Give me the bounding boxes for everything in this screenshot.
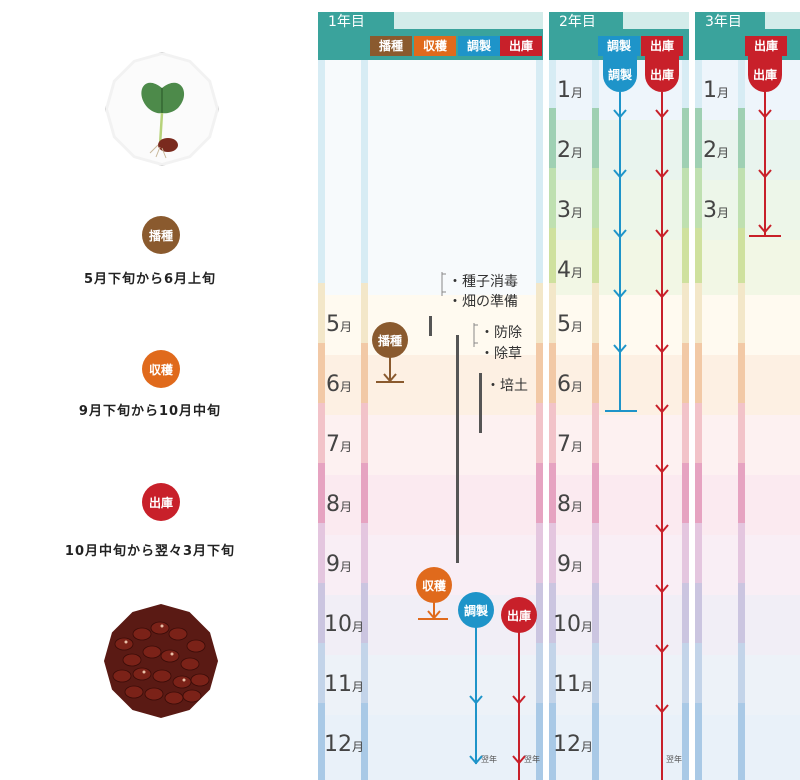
year1-tag-prep: 調製 [458,36,500,56]
activity-weeding: ・除草 [480,346,522,362]
year3-month-1: 1月 [703,78,730,103]
year1-month-9: 9月 [326,552,353,577]
year2-arrows [605,92,669,780]
year1-ship-next-year: 翌年 [524,755,540,764]
year1-title: 1年目 [318,12,394,32]
year1-prep-marker: 調製 [458,592,494,628]
year1-month-11: 11月 [324,672,365,697]
year3-title: 3年目 [695,12,765,32]
year1-tag-sowing: 播種 [370,36,412,56]
activity-seed-disinfection: ・種子消毒 [448,274,518,290]
year1-prep-next-year: 翌年 [481,755,497,764]
year2-tag-ship: 出庫 [641,36,683,56]
seedling-image [105,52,219,166]
year2-month-11: 11月 [553,672,594,697]
ship-badge: 出庫 [142,483,180,521]
activity-field-prep: ・畑の準備 [448,294,518,310]
year2-month-6: 6月 [557,372,584,397]
year2-title: 2年目 [549,12,623,32]
year1-tag-ship: 出庫 [500,36,542,56]
year2-month-2: 2月 [557,138,584,163]
year3-arrows [749,92,781,237]
year2-month-8: 8月 [557,492,584,517]
year1-arrows [376,356,526,780]
activity-pest-control: ・防除 [480,325,522,341]
seedling-icon [141,82,185,159]
year2-month-3: 3月 [557,198,584,223]
year1-tag-harvest: 収穫 [414,36,456,56]
year1-month-5: 5月 [326,312,353,337]
beans-icon [112,621,210,705]
year2-panel: 2年目 調製 出庫 1月 2月 3月 4月 5月 6月 7月 8月 9月 10月… [549,12,689,780]
year3-month-3: 3月 [703,198,730,223]
year3-panel: 3年目 出庫 1月 2月 3月 出庫 [695,12,800,780]
ship-period: 10月中旬から翌々3月下旬 [64,544,236,559]
year2-ship-next-year: 翌年 [666,755,682,764]
activity-brackets [429,272,482,563]
year1-month-10: 10月 [324,612,365,637]
year2-month-5: 5月 [557,312,584,337]
year3-month-2: 2月 [703,138,730,163]
year2-month-1: 1月 [557,78,584,103]
harvest-period: 9月下旬から10月中旬 [78,404,222,419]
year1-ship-marker: 出庫 [501,597,537,633]
year1-month-8: 8月 [326,492,353,517]
year1-month-7: 7月 [326,432,353,457]
year2-month-12: 12月 [553,732,594,757]
sowing-badge-label: 播種 [148,228,173,243]
sowing-badge: 播種 [142,216,180,254]
year1-month-12: 12月 [324,732,365,757]
year2-month-9: 9月 [557,552,584,577]
year2-month-4: 4月 [557,258,584,283]
ship-badge-label: 出庫 [148,495,173,510]
year2-prep-marker: 調製 [603,56,637,92]
year2-month-10: 10月 [553,612,594,637]
year1-sowing-marker: 播種 [372,322,408,358]
year1-panel: 1年目 播種 収穫 調製 出庫 5月 6月 7月 8月 9月 10月 11月 1… [318,12,543,780]
harvest-badge: 収穫 [142,350,180,388]
year2-tag-prep: 調製 [598,36,640,56]
year3-ship-marker: 出庫 [748,56,782,92]
sowing-period: 5月下旬から6月上旬 [83,272,217,287]
harvest-badge-label: 収穫 [148,362,173,377]
year2-month-7: 7月 [557,432,584,457]
year1-harvest-marker: 収穫 [416,567,452,603]
year3-tag-ship: 出庫 [745,36,787,56]
year1-month-6: 6月 [326,372,353,397]
year2-ship-marker: 出庫 [645,56,679,92]
beans-image [104,604,218,718]
activity-hilling: ・培土 [486,378,528,394]
